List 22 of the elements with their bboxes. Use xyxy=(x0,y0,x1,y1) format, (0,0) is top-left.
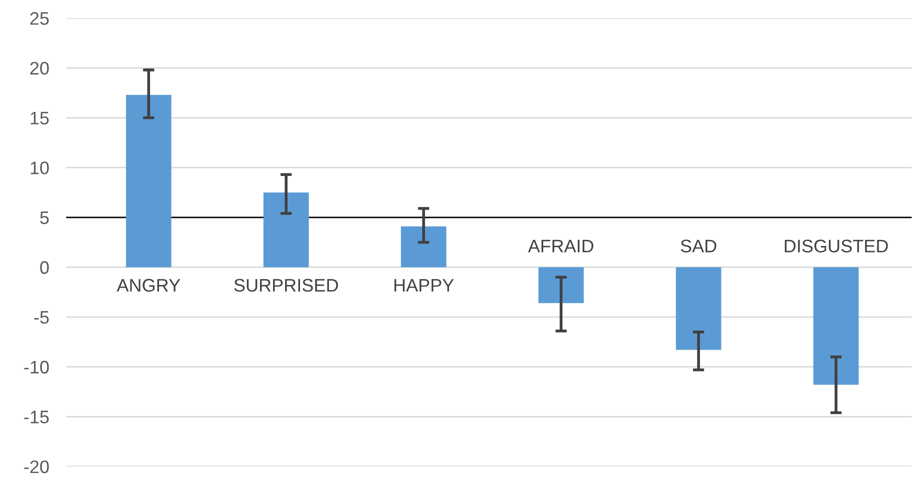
y-tick-label: -10 xyxy=(24,360,49,374)
x-tick-label: HAPPY xyxy=(394,279,454,292)
bar xyxy=(676,267,722,350)
y-tick-label: -15 xyxy=(24,410,49,424)
bar xyxy=(813,267,859,385)
x-tick-label: ANGRY xyxy=(116,278,180,292)
bar xyxy=(263,192,309,268)
y-tick-label: 5 xyxy=(40,212,49,224)
bar xyxy=(538,267,584,304)
x-tick-label: AFRAID xyxy=(528,240,594,252)
x-tick-label: SAD xyxy=(680,240,716,252)
y-tick-label: 0 xyxy=(40,261,49,274)
x-tick-label: SURPRISED xyxy=(234,278,338,292)
y-tick-label: 10 xyxy=(30,162,49,174)
bar xyxy=(400,226,446,268)
y-tick-label: 15 xyxy=(30,112,49,124)
y-tick-label: -20 xyxy=(24,460,49,474)
y-tick-label: -5 xyxy=(34,311,49,324)
y-tick-label: 20 xyxy=(30,62,49,75)
bar xyxy=(126,94,172,268)
x-tick-label: DISGUSTED xyxy=(784,240,888,252)
y-tick-label: 25 xyxy=(30,12,49,25)
